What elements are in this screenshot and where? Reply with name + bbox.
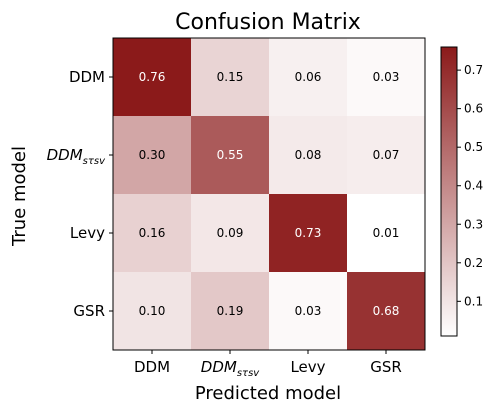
cell-value-label: 0.76: [139, 70, 166, 84]
x-tick-label: GSR: [370, 358, 402, 376]
cell-value-label: 0.09: [217, 226, 244, 240]
cell-value-label: 0.10: [139, 304, 166, 318]
y-tick-label: Levy: [70, 224, 105, 242]
colorbar-tick-label: 0.6: [464, 102, 483, 116]
cell-value-label: 0.07: [373, 148, 400, 162]
cell-value-label: 0.03: [373, 70, 400, 84]
heatmap-cell-r2-c3: [347, 194, 425, 272]
cell-value-label: 0.30: [139, 148, 166, 162]
heatmap-cell-r3-c2: [269, 272, 347, 350]
heatmap-cell-r0-c0: [113, 38, 191, 116]
cell-value-label: 0.06: [295, 70, 322, 84]
chart-title: Confusion Matrix: [175, 10, 361, 35]
colorbar: [440, 46, 458, 337]
heatmap-cell-r0-c2: [269, 38, 347, 116]
cell-value-label: 0.73: [295, 226, 322, 240]
cell-value-label: 0.01: [373, 226, 400, 240]
x-tick-label: DDM: [134, 358, 170, 376]
colorbar-tick-label: 0.3: [464, 217, 483, 231]
colorbar-tick-label: 0.1: [464, 294, 483, 308]
colorbar-tick-label: 0.4: [464, 179, 483, 193]
colorbar-tick-label: 0.5: [464, 140, 483, 154]
heatmap-cell-r1-c2: [269, 116, 347, 194]
y-axis-ticks: DDM DDMsτsv Levy GSR: [47, 68, 113, 320]
heatmap-cell-r2-c2: [269, 194, 347, 272]
cell-value-label: 0.55: [217, 148, 244, 162]
cell-value-label: 0.68: [373, 304, 400, 318]
heatmap-cell-r3-c1: [191, 272, 269, 350]
cell-value-label: 0.03: [295, 304, 322, 318]
colorbar-tick-label: 0.2: [464, 256, 483, 270]
heatmap-cell-r3-c3: [347, 272, 425, 350]
y-tick-label: DDM: [69, 68, 105, 86]
x-axis-ticks: DDM DDMsτsv Levy GSR: [134, 350, 402, 379]
y-axis-label: True model: [9, 146, 30, 247]
x-axis-label: Predicted model: [195, 383, 341, 404]
colorbar-ticks: 0.1 0.2 0.3 0.4 0.5 0.6 0.7: [457, 63, 483, 308]
x-tick-label: DDMsτsv: [201, 358, 260, 379]
cell-value-label: 0.19: [217, 304, 244, 318]
heatmap-cell-r0-c3: [347, 38, 425, 116]
heatmap-cell-r0-c1: [191, 38, 269, 116]
y-tick-label: DDMsτsv: [47, 146, 106, 167]
cell-value-label: 0.08: [295, 148, 322, 162]
y-tick-label: GSR: [73, 302, 105, 320]
heatmap-cell-r1-c1: [191, 116, 269, 194]
heatmap-cell-r1-c0: [113, 116, 191, 194]
heatmap-cell-r2-c1: [191, 194, 269, 272]
plot-frame: [112, 37, 426, 351]
x-tick-label: Levy: [290, 358, 325, 376]
heatmap-cell-r1-c3: [347, 116, 425, 194]
heatmap-cell-r3-c0: [113, 272, 191, 350]
colorbar-tick-label: 0.7: [464, 63, 483, 77]
cell-value-label: 0.15: [217, 70, 244, 84]
cell-value-label: 0.16: [139, 226, 166, 240]
heatmap-cells: 0.76 0.15 0.06 0.03 0.30 0.55 0.08 0.07 0.16 0.09…: [113, 38, 425, 350]
heatmap-cell-r2-c0: [113, 194, 191, 272]
